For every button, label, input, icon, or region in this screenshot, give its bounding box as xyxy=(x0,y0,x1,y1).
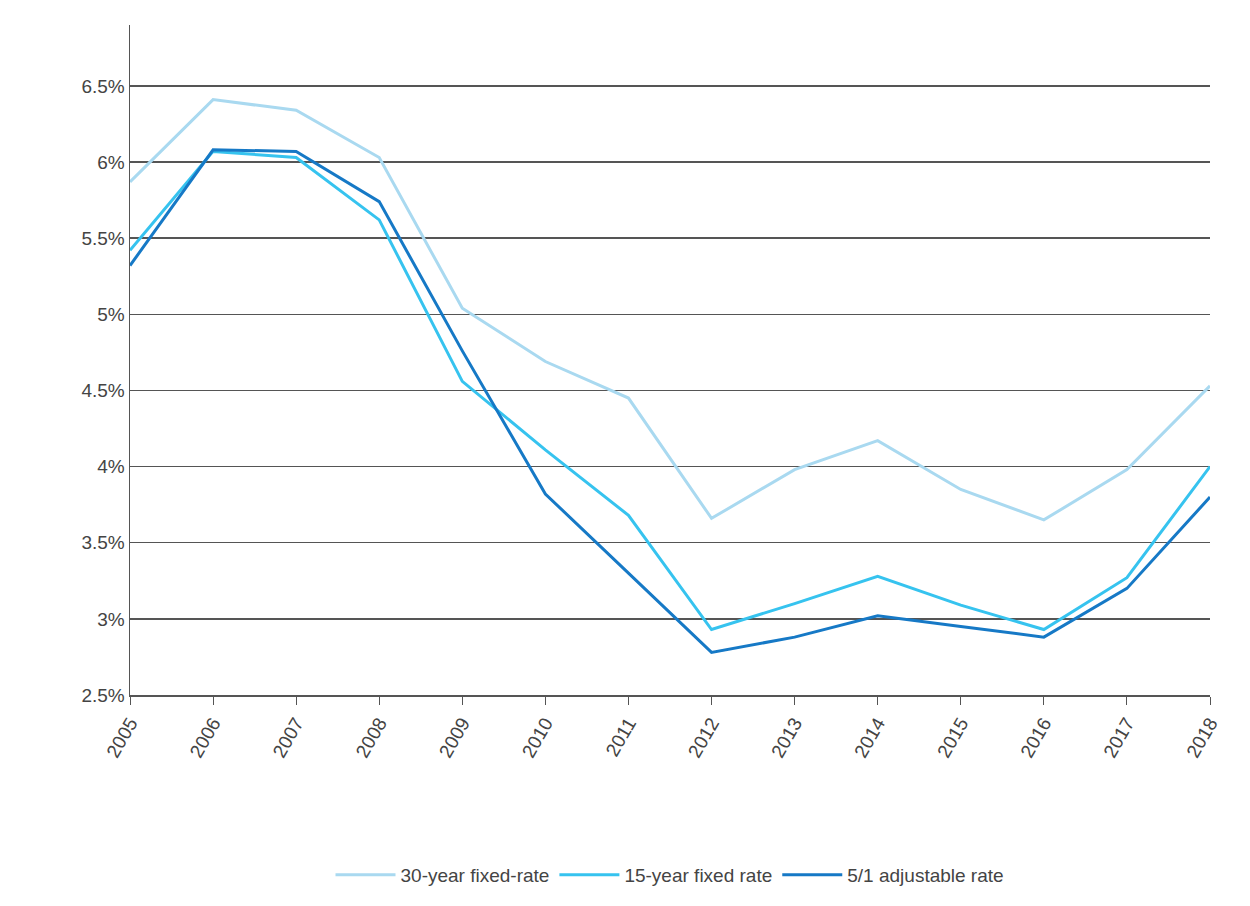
svg-text:30-year fixed-rate: 30-year fixed-rate xyxy=(401,865,550,886)
svg-text:5%: 5% xyxy=(97,304,125,325)
svg-text:5/1 adjustable rate: 5/1 adjustable rate xyxy=(847,865,1003,886)
svg-text:2009: 2009 xyxy=(435,714,474,761)
svg-text:5.5%: 5.5% xyxy=(81,228,124,249)
svg-text:2012: 2012 xyxy=(684,714,723,761)
svg-text:3.5%: 3.5% xyxy=(81,532,124,553)
svg-text:2005: 2005 xyxy=(102,714,141,761)
svg-text:4.5%: 4.5% xyxy=(81,380,124,401)
svg-text:15-year fixed rate: 15-year fixed rate xyxy=(624,865,772,886)
svg-text:2011: 2011 xyxy=(602,714,641,760)
svg-text:2016: 2016 xyxy=(1016,714,1055,761)
svg-text:6%: 6% xyxy=(97,152,125,173)
svg-text:2013: 2013 xyxy=(767,714,806,761)
svg-text:3%: 3% xyxy=(97,609,125,630)
svg-text:2017: 2017 xyxy=(1099,714,1138,761)
svg-text:2.5%: 2.5% xyxy=(81,685,124,706)
svg-text:2014: 2014 xyxy=(850,714,890,761)
svg-text:2018: 2018 xyxy=(1182,714,1221,761)
svg-text:2015: 2015 xyxy=(933,714,972,761)
svg-text:2008: 2008 xyxy=(352,714,391,761)
svg-text:4%: 4% xyxy=(97,456,125,477)
svg-text:6.5%: 6.5% xyxy=(81,76,124,97)
svg-text:2006: 2006 xyxy=(185,714,224,761)
svg-text:2007: 2007 xyxy=(269,714,308,761)
svg-text:2010: 2010 xyxy=(518,714,557,761)
